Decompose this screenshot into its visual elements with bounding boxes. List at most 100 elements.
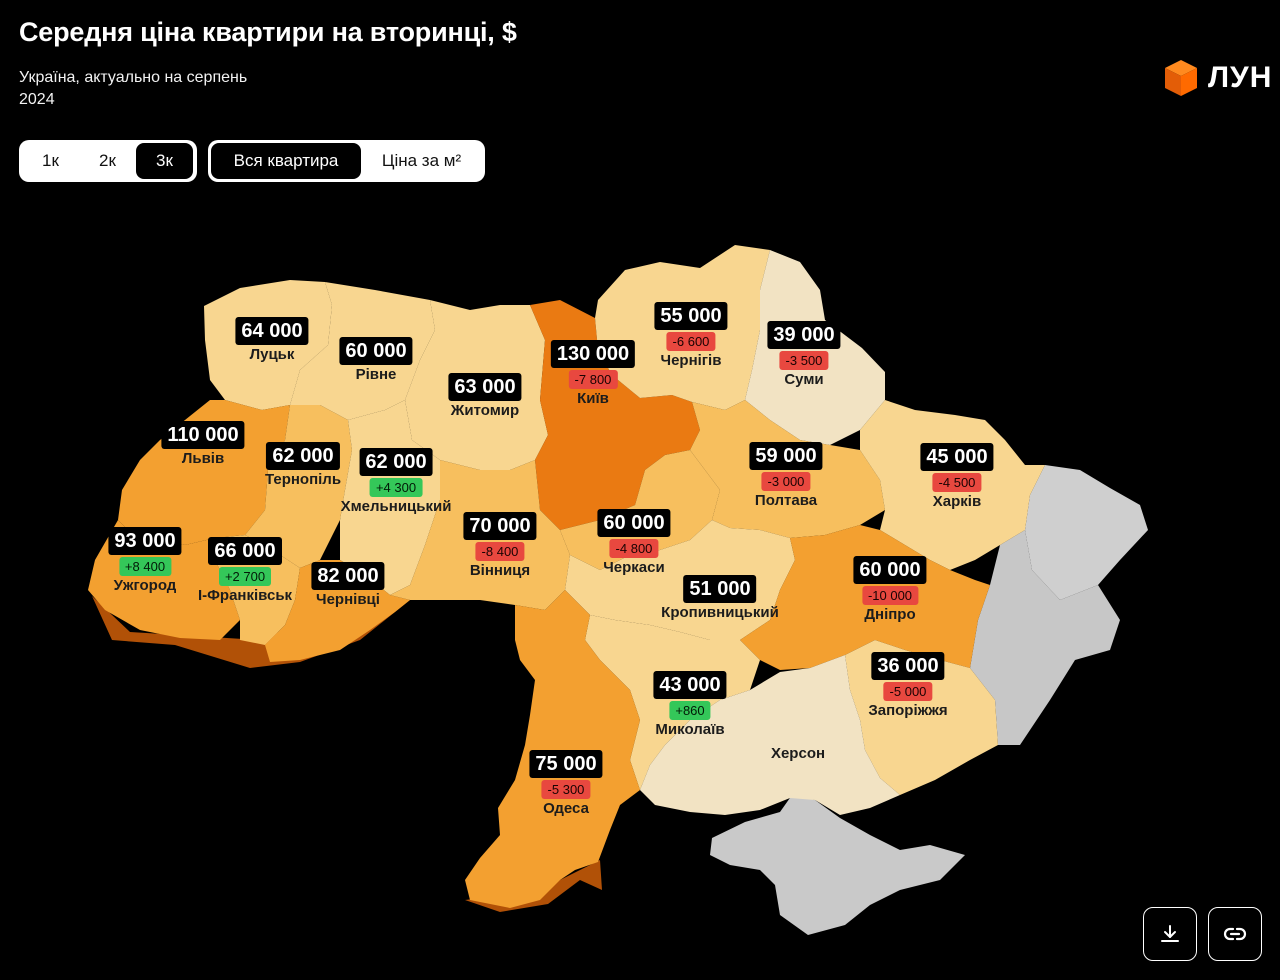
label-kherson[interactable]: Херсон — [771, 744, 825, 763]
city-odesa: Одеса — [543, 800, 589, 817]
city-rivne: Рівне — [355, 366, 397, 383]
label-poltava[interactable]: 59 000 -3 000 Полтава — [749, 442, 823, 510]
mode-whole-apartment[interactable]: Вся квартира — [211, 143, 361, 179]
city-ternopil: Тернопіль — [264, 471, 342, 488]
price-odesa: 75 000 — [529, 750, 603, 778]
label-kyiv[interactable]: 130 000 -7 800 Київ — [550, 340, 636, 408]
label-uzhhorod[interactable]: 93 000 +8 400 Ужгород — [108, 527, 182, 595]
city-chernihiv: Чернігів — [660, 352, 722, 369]
city-lutsk: Луцьк — [249, 346, 295, 363]
logo-text: ЛУН — [1208, 61, 1273, 94]
price-ivano-frankivsk: 66 000 — [208, 537, 282, 565]
region-lviv[interactable] — [118, 400, 290, 545]
city-zhytomyr: Житомир — [450, 402, 520, 419]
label-zaporizhzhia[interactable]: 36 000 -5 000 Запоріжжя — [868, 652, 948, 720]
price-poltava: 59 000 — [749, 442, 823, 470]
label-rivne[interactable]: 60 000 Рівне — [339, 337, 413, 384]
label-kharkiv[interactable]: 45 000 -4 500 Харків — [920, 443, 994, 511]
change-kyiv: -7 800 — [568, 370, 618, 389]
mode-price-per-m2[interactable]: Ціна за м² — [381, 151, 462, 170]
price-uzhhorod: 93 000 — [108, 527, 182, 555]
label-vinnytsia[interactable]: 70 000 -8 400 Вінниця — [463, 512, 537, 580]
room-filter-2k[interactable]: 2к — [99, 151, 116, 170]
label-chernihiv[interactable]: 55 000 -6 600 Чернігів — [654, 302, 728, 370]
region-kherson[interactable] — [640, 655, 900, 815]
price-mode-filter: Вся квартира Ціна за м² — [208, 140, 485, 182]
room-count-filter: 1к 2к 3к — [19, 140, 197, 182]
label-cherkasy[interactable]: 60 000 -4 800 Черкаси — [597, 509, 671, 577]
city-sumy: Суми — [784, 371, 824, 388]
change-poltava: -3 000 — [761, 472, 811, 491]
city-kropyvnytskyi: Кропивницький — [661, 604, 779, 621]
city-kharkiv: Харків — [932, 493, 982, 510]
room-filter-3k[interactable]: 3к — [136, 143, 193, 179]
price-chernihiv: 55 000 — [654, 302, 728, 330]
region-odesa[interactable] — [465, 590, 640, 908]
city-mykolaiv: Миколаїв — [655, 721, 725, 738]
change-khmelnytskyi: +4 300 — [369, 478, 423, 497]
region-volyn[interactable] — [204, 280, 332, 410]
price-zhytomyr: 63 000 — [448, 373, 522, 401]
city-kherson: Херсон — [770, 745, 826, 762]
price-cherkasy: 60 000 — [597, 509, 671, 537]
price-kyiv: 130 000 — [550, 340, 636, 368]
label-odesa[interactable]: 75 000 -5 300 Одеса — [529, 750, 603, 818]
city-cherkasy: Черкаси — [603, 559, 665, 576]
change-zaporizhzhia: -5 000 — [883, 682, 933, 701]
price-lutsk: 64 000 — [235, 317, 309, 345]
price-kharkiv: 45 000 — [920, 443, 994, 471]
label-lviv[interactable]: 110 000 Львів — [161, 421, 245, 468]
price-zaporizhzhia: 36 000 — [871, 652, 945, 680]
page-subtitle: Україна, актуально на серпень 2024 — [19, 69, 248, 108]
label-khmelnytskyi[interactable]: 62 000 +4 300 Хмельницький — [340, 448, 452, 516]
city-kyiv: Київ — [577, 390, 609, 407]
price-kropyvnytskyi: 51 000 — [683, 575, 757, 603]
price-lviv: 110 000 — [161, 421, 245, 449]
price-mykolaiv: 43 000 — [653, 671, 727, 699]
region-crimea[interactable] — [710, 795, 965, 935]
label-lutsk[interactable]: 64 000 Луцьк — [235, 317, 309, 364]
city-poltava: Полтава — [754, 492, 818, 509]
download-button[interactable] — [1143, 907, 1197, 961]
region-donetsk[interactable] — [970, 530, 1120, 745]
label-mykolaiv[interactable]: 43 000 +860 Миколаїв — [653, 671, 727, 739]
label-chernivtsi[interactable]: 82 000 Чернівці — [311, 562, 385, 609]
city-uzhhorod: Ужгород — [113, 577, 177, 594]
region-luhansk[interactable] — [1025, 465, 1148, 600]
city-zaporizhzhia: Запоріжжя — [868, 702, 948, 719]
price-ternopil: 62 000 — [266, 442, 340, 470]
city-lviv: Львів — [181, 450, 225, 467]
label-zhytomyr[interactable]: 63 000 Житомир — [448, 373, 522, 420]
label-ivano-frankivsk[interactable]: 66 000 +2 700 І-Франківськ — [197, 537, 293, 605]
link-icon — [1223, 927, 1247, 941]
room-filter-1k[interactable]: 1к — [42, 151, 59, 170]
city-dnipro: Дніпро — [864, 606, 916, 623]
price-chernivtsi: 82 000 — [311, 562, 385, 590]
label-ternopil[interactable]: 62 000 Тернопіль — [265, 442, 341, 489]
price-khmelnytskyi: 62 000 — [359, 448, 433, 476]
cube-logo-icon — [1165, 60, 1197, 96]
price-sumy: 39 000 — [767, 321, 841, 349]
price-dnipro: 60 000 — [853, 556, 927, 584]
region-kirovohrad[interactable] — [565, 520, 795, 640]
city-vinnytsia: Вінниця — [469, 562, 531, 579]
city-chernivtsi: Чернівці — [316, 591, 380, 608]
change-vinnytsia: -8 400 — [475, 542, 525, 561]
change-uzhhorod: +8 400 — [118, 557, 172, 576]
label-dnipro[interactable]: 60 000 -10 000 Дніпро — [853, 556, 927, 624]
label-sumy[interactable]: 39 000 -3 500 Суми — [767, 321, 841, 389]
change-kharkiv: -4 500 — [932, 473, 982, 492]
change-cherkasy: -4 800 — [609, 539, 659, 558]
city-ivano-frankivsk: І-Франківськ — [197, 587, 293, 604]
change-mykolaiv: +860 — [669, 701, 711, 720]
change-dnipro: -10 000 — [861, 586, 919, 605]
label-kropyvnytskyi[interactable]: 51 000 Кропивницький — [661, 575, 779, 622]
change-chernihiv: -6 600 — [666, 332, 716, 351]
city-khmelnytskyi: Хмельницький — [340, 498, 452, 515]
change-sumy: -3 500 — [779, 351, 829, 370]
share-link-button[interactable] — [1208, 907, 1262, 961]
lun-logo[interactable]: ЛУН — [1163, 58, 1272, 98]
change-odesa: -5 300 — [541, 780, 591, 799]
